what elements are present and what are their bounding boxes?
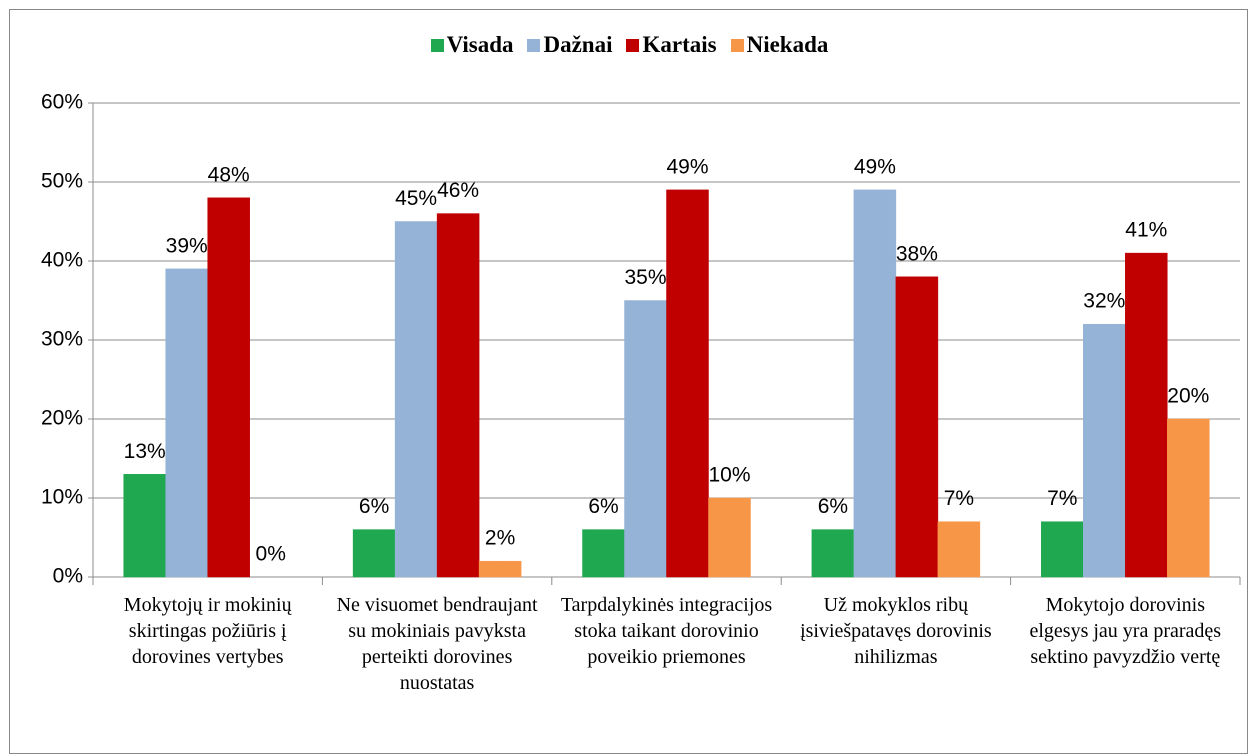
y-tick-label: 0%: [53, 565, 83, 588]
legend-item: Dažnai: [527, 32, 612, 58]
x-tick-label: Mokytojo dorovinis elgesys jau yra prara…: [1029, 594, 1222, 668]
bar: [811, 529, 855, 578]
bar: [666, 189, 709, 578]
legend-swatch: [430, 38, 444, 52]
bar: [165, 268, 208, 578]
legend-item: Kartais: [626, 32, 717, 58]
bar: [708, 497, 751, 578]
bar: [1167, 418, 1210, 578]
y-tick-label: 20%: [41, 407, 83, 430]
bar: [1083, 323, 1126, 578]
data-label: 13%: [124, 440, 166, 463]
legend-swatch: [527, 38, 541, 52]
bar: [1125, 252, 1168, 578]
bar: [394, 221, 438, 578]
data-label: 6%: [588, 495, 618, 518]
x-tick-label: Mokytojų ir mokinių skirtingas požiūris …: [123, 594, 292, 668]
legend-item: Niekada: [730, 32, 829, 58]
bar: [207, 197, 250, 578]
chart-frame: [9, 9, 1248, 754]
bar: [352, 529, 396, 578]
data-label: 48%: [208, 163, 250, 186]
data-label: 20%: [1167, 385, 1209, 408]
x-tick-label: Ne visuomet bendraujant su mokiniais pav…: [336, 594, 538, 694]
data-label: 38%: [896, 242, 938, 265]
data-label: 0%: [256, 543, 286, 566]
legend-label: Visada: [446, 32, 514, 57]
legend-label: Dažnai: [543, 32, 613, 57]
data-label: 2%: [485, 527, 515, 550]
bar: [436, 213, 480, 578]
x-tick-label: Už mokyklos ribų įsiviešpatavęs dorovini…: [800, 594, 992, 668]
y-tick-label: 40%: [41, 249, 83, 272]
data-label: 7%: [1047, 487, 1077, 510]
data-label: 49%: [666, 155, 708, 178]
data-label: 39%: [166, 234, 208, 257]
data-label: 35%: [624, 266, 666, 289]
bar: [937, 521, 981, 578]
y-tick-label: 30%: [41, 328, 83, 351]
bar: [123, 474, 166, 578]
data-label: 49%: [854, 155, 896, 178]
bar: [624, 300, 667, 578]
legend-label: Niekada: [746, 32, 829, 57]
legend: Visada Dažnai Kartais Niekada: [0, 32, 1259, 58]
legend-item: Visada: [430, 32, 514, 58]
data-label: 6%: [818, 495, 848, 518]
data-label: 41%: [1125, 219, 1167, 242]
data-label: 10%: [708, 464, 750, 487]
y-tick-label: 60%: [41, 91, 83, 114]
bar: [1041, 521, 1084, 578]
legend-swatch: [626, 38, 640, 52]
data-label: 7%: [944, 487, 974, 510]
data-label: 32%: [1083, 290, 1125, 313]
bar: [853, 189, 897, 578]
data-label: 46%: [437, 179, 479, 202]
y-tick-label: 10%: [41, 486, 83, 509]
y-tick-label: 50%: [41, 170, 83, 193]
data-label: 6%: [359, 495, 389, 518]
data-label: 45%: [395, 187, 437, 210]
bar: [582, 529, 625, 578]
bar: [478, 560, 522, 578]
legend-label: Kartais: [642, 32, 717, 57]
bar: [895, 276, 939, 578]
legend-swatch: [730, 38, 744, 52]
x-tick-label: Tarpdalykinės integracijos stoka taikant…: [560, 594, 773, 668]
